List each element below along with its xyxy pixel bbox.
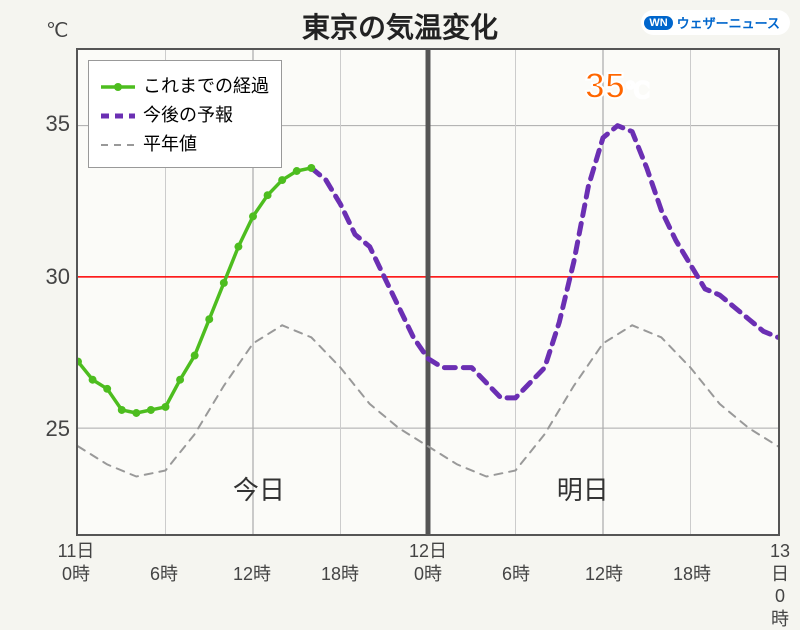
y-tick-label: 30 — [24, 264, 70, 290]
legend-swatch-normal — [101, 136, 135, 150]
x-tick-label: 13日0時 — [770, 540, 790, 630]
legend-label: 平年値 — [143, 130, 197, 156]
legend-label: これまでの経過 — [143, 72, 269, 98]
x-tick-label: 12日0時 — [409, 540, 447, 585]
x-tick-label: 6時 — [502, 540, 530, 585]
day-label-today: 今日 — [233, 470, 285, 507]
legend-swatch-past — [101, 78, 135, 92]
logo-badge: WN — [644, 16, 672, 30]
y-tick-label: 25 — [24, 416, 70, 442]
legend-item-past: これまでの経過 — [101, 72, 269, 98]
x-tick-label: 18時 — [321, 540, 359, 585]
plot-area: これまでの経過 今後の予報 平年値 35℃ 今日 明日 — [76, 48, 780, 536]
x-tick-label: 18時 — [673, 540, 711, 585]
legend-label: 今後の予報 — [143, 101, 233, 127]
legend: これまでの経過 今後の予報 平年値 — [88, 60, 282, 168]
legend-swatch-forecast — [101, 107, 135, 121]
legend-item-forecast: 今後の予報 — [101, 101, 269, 127]
y-tick-label: 35 — [24, 111, 70, 137]
chart-container: 東京の気温変化 WN ウェザーニュース ℃ これまでの経過 今後の予報 — [0, 0, 800, 600]
logo-text: ウェザーニュース — [677, 13, 780, 32]
legend-item-normal: 平年値 — [101, 130, 269, 156]
peak-annotation: 35℃ — [585, 65, 650, 107]
x-tick-label: 11日0時 — [58, 540, 95, 585]
y-axis-unit: ℃ — [46, 18, 68, 43]
brand-logo: WN ウェザーニュース — [641, 10, 790, 35]
x-tick-label: 6時 — [150, 540, 178, 585]
annotation-unit: ℃ — [625, 78, 650, 103]
annotation-value: 35 — [585, 65, 625, 106]
day-label-tomorrow: 明日 — [557, 470, 609, 507]
x-tick-label: 12時 — [233, 540, 271, 585]
chart-title: 東京の気温変化 — [302, 6, 498, 46]
x-tick-label: 12時 — [585, 540, 623, 585]
